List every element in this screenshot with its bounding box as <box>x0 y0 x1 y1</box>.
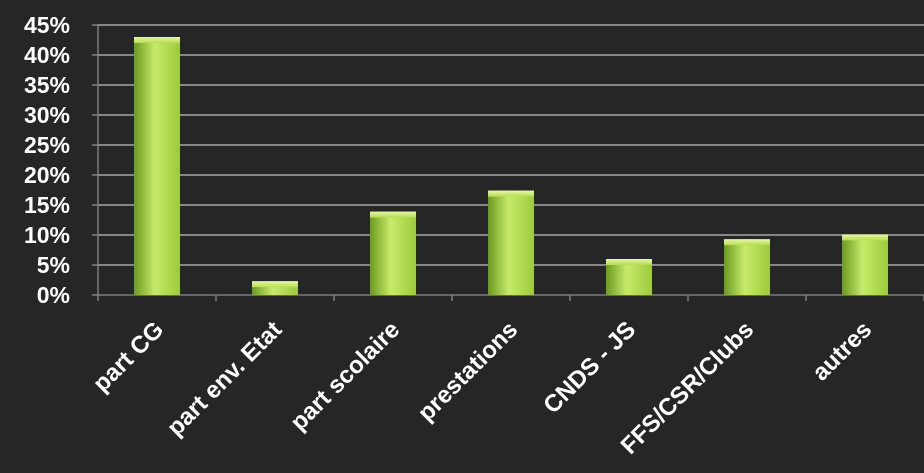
y-tick-label: 10% <box>24 222 70 248</box>
bar <box>606 259 652 295</box>
bar <box>724 239 770 295</box>
gridlines <box>98 24 924 266</box>
bar-body <box>134 37 180 295</box>
y-tick-label: 25% <box>24 132 70 158</box>
bar-body <box>488 190 534 295</box>
bar-body <box>724 239 770 295</box>
bar-cap <box>134 37 180 43</box>
bar-body <box>370 211 416 295</box>
category-label: CNDS - JS <box>538 316 641 419</box>
bar <box>370 211 416 295</box>
bar-cap <box>370 211 416 218</box>
category-label: part env. Etat <box>162 316 287 441</box>
y-tick-label: 5% <box>37 252 70 278</box>
category-label: part scolaire <box>285 316 405 436</box>
category-label: prestations <box>413 316 524 427</box>
y-tick-label: 20% <box>24 162 70 188</box>
y-tick-label: 45% <box>24 12 70 38</box>
y-tick-label: 40% <box>24 42 70 68</box>
bar-cap <box>842 234 888 241</box>
bar <box>252 281 298 295</box>
bar-body <box>842 234 888 295</box>
bar <box>134 37 180 295</box>
bar-cap <box>488 190 534 197</box>
bars <box>134 37 888 295</box>
category-label: autres <box>807 316 877 386</box>
bar <box>488 190 534 295</box>
bar-cap <box>724 239 770 246</box>
bar <box>842 234 888 295</box>
y-tick-label: 35% <box>24 72 70 98</box>
y-tick-label: 15% <box>24 192 70 218</box>
bar-cap <box>252 281 298 288</box>
category-label: part CG <box>88 316 169 397</box>
y-tick-label: 0% <box>37 282 70 308</box>
y-tick-label: 30% <box>24 102 70 128</box>
bar-cap <box>606 259 652 265</box>
y-tick-labels: 0% 5% 10% 15% 20% 25% 30% 35% 40% 45% <box>24 12 70 308</box>
